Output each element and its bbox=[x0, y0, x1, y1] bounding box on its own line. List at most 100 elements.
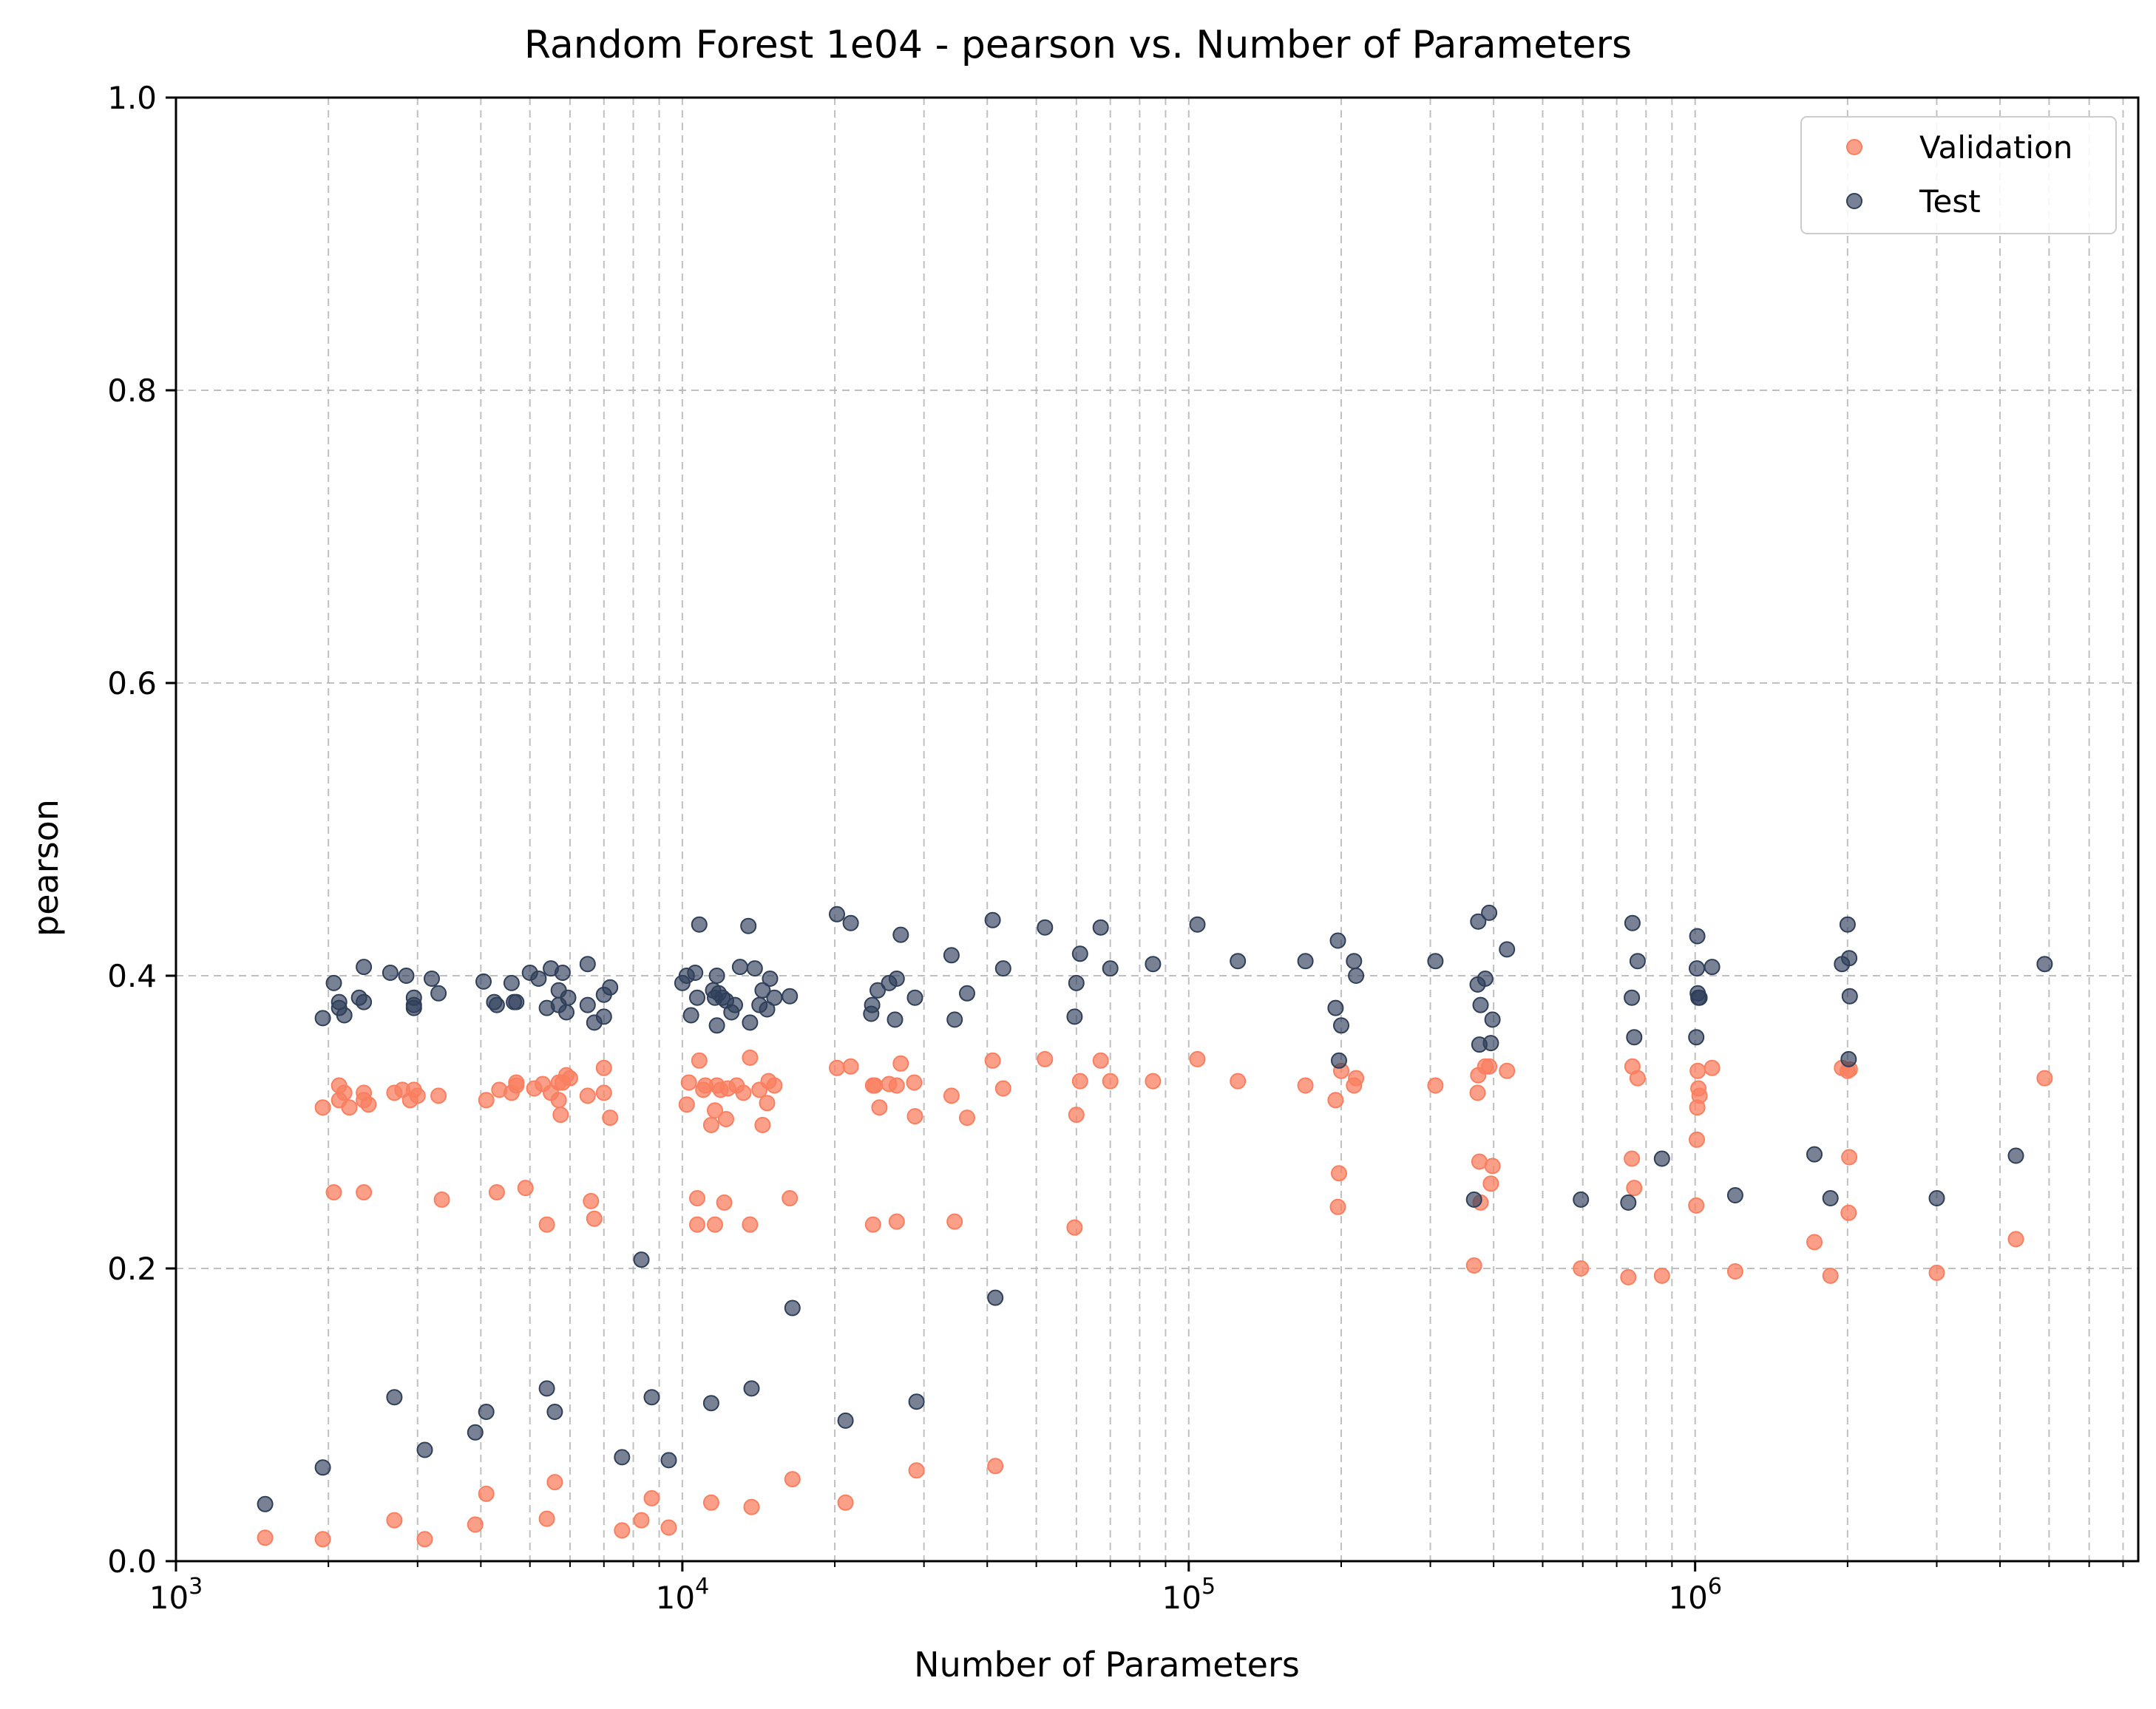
point-validation bbox=[908, 1462, 925, 1479]
point-validation bbox=[1145, 1073, 1162, 1090]
legend-marker-test bbox=[1846, 193, 1862, 209]
point-validation bbox=[829, 1059, 845, 1076]
point-test bbox=[386, 1389, 403, 1406]
point-test bbox=[405, 999, 422, 1016]
point-test bbox=[314, 1459, 331, 1476]
point-test bbox=[987, 1289, 1004, 1306]
legend-box bbox=[1800, 116, 2117, 234]
point-test bbox=[759, 1001, 776, 1018]
point-validation bbox=[2007, 1231, 2024, 1248]
point-test bbox=[1689, 960, 1705, 977]
point-test bbox=[682, 1007, 699, 1024]
point-validation bbox=[1840, 1204, 1857, 1221]
point-test bbox=[1068, 974, 1085, 991]
data-points bbox=[257, 904, 2053, 1548]
point-validation bbox=[614, 1522, 631, 1539]
point-validation bbox=[1841, 1149, 1858, 1166]
point-test bbox=[754, 982, 771, 999]
point-validation bbox=[784, 1471, 801, 1488]
point-test bbox=[1822, 1190, 1839, 1206]
point-test bbox=[643, 1389, 660, 1406]
point-validation bbox=[1331, 1165, 1347, 1182]
point-test bbox=[2007, 1147, 2024, 1164]
point-validation bbox=[336, 1084, 353, 1101]
point-test bbox=[1037, 919, 1054, 936]
point-validation bbox=[754, 1117, 771, 1133]
point-test bbox=[1624, 914, 1641, 931]
point-test bbox=[731, 959, 748, 976]
point-test bbox=[837, 1412, 854, 1429]
legend: Validation Test bbox=[1800, 116, 2117, 234]
point-validation bbox=[691, 1052, 708, 1069]
y-tick-label: 0.0 bbox=[107, 1543, 157, 1580]
point-validation bbox=[409, 1087, 426, 1104]
point-test bbox=[1346, 953, 1363, 970]
point-validation bbox=[550, 1092, 567, 1109]
point-test bbox=[743, 1380, 760, 1397]
point-validation bbox=[888, 1213, 905, 1230]
point-validation bbox=[602, 1110, 619, 1127]
point-test bbox=[689, 989, 705, 1006]
point-test bbox=[579, 996, 596, 1013]
point-validation bbox=[1481, 1058, 1498, 1075]
y-tick-label: 0.4 bbox=[107, 958, 157, 994]
x-axis-label: Number of Parameters bbox=[914, 1645, 1300, 1685]
point-validation bbox=[1620, 1268, 1637, 1285]
point-test bbox=[538, 1380, 555, 1397]
point-validation bbox=[1689, 1062, 1706, 1079]
point-test bbox=[257, 1495, 274, 1512]
point-validation bbox=[433, 1191, 450, 1208]
point-validation bbox=[643, 1489, 660, 1506]
point-test bbox=[1481, 904, 1498, 921]
point-validation bbox=[959, 1110, 975, 1127]
point-validation bbox=[1928, 1264, 1945, 1281]
legend-label-test: Test bbox=[1919, 183, 1981, 220]
point-validation bbox=[430, 1087, 447, 1104]
point-validation bbox=[1329, 1198, 1346, 1215]
point-validation bbox=[1482, 1175, 1499, 1192]
point-validation bbox=[707, 1216, 723, 1233]
point-validation bbox=[742, 1049, 759, 1066]
point-test bbox=[1189, 916, 1206, 933]
point-test bbox=[994, 960, 1011, 977]
point-validation bbox=[1689, 1131, 1705, 1148]
point-validation bbox=[716, 1194, 733, 1211]
point-validation bbox=[1297, 1077, 1314, 1094]
point-test bbox=[1499, 941, 1516, 958]
point-validation bbox=[416, 1531, 433, 1548]
point-test bbox=[602, 979, 619, 996]
point-validation bbox=[595, 1059, 612, 1076]
point-test bbox=[633, 1251, 650, 1268]
point-validation bbox=[2036, 1070, 2053, 1087]
point-test bbox=[702, 1395, 719, 1412]
point-test bbox=[1841, 988, 1858, 1005]
point-validation bbox=[583, 1192, 600, 1209]
point-test bbox=[687, 965, 704, 981]
point-test bbox=[1841, 950, 1858, 967]
point-test bbox=[595, 1008, 612, 1025]
x-tick-label: 105 bbox=[1162, 1574, 1216, 1616]
point-validation bbox=[994, 1080, 1011, 1097]
point-test bbox=[467, 1424, 484, 1441]
point-test bbox=[508, 993, 525, 1010]
point-test bbox=[554, 965, 571, 981]
point-validation bbox=[1469, 1084, 1486, 1101]
point-validation bbox=[946, 1213, 963, 1230]
point-validation bbox=[341, 1099, 358, 1116]
point-test bbox=[959, 985, 975, 1002]
plot-frame bbox=[174, 96, 2140, 1563]
x-tick-label: 106 bbox=[1668, 1574, 1722, 1616]
x-tick-label: 104 bbox=[656, 1574, 710, 1616]
point-test bbox=[1626, 1029, 1643, 1046]
point-test bbox=[727, 996, 743, 1013]
point-test bbox=[1653, 1150, 1670, 1167]
point-test bbox=[888, 971, 905, 987]
point-validation bbox=[689, 1190, 705, 1206]
point-validation bbox=[467, 1516, 484, 1533]
point-test bbox=[1928, 1190, 1945, 1206]
point-validation bbox=[1626, 1180, 1643, 1197]
point-validation bbox=[1189, 1050, 1206, 1067]
point-validation bbox=[1624, 1150, 1641, 1167]
x-tick-label: 103 bbox=[149, 1574, 203, 1616]
